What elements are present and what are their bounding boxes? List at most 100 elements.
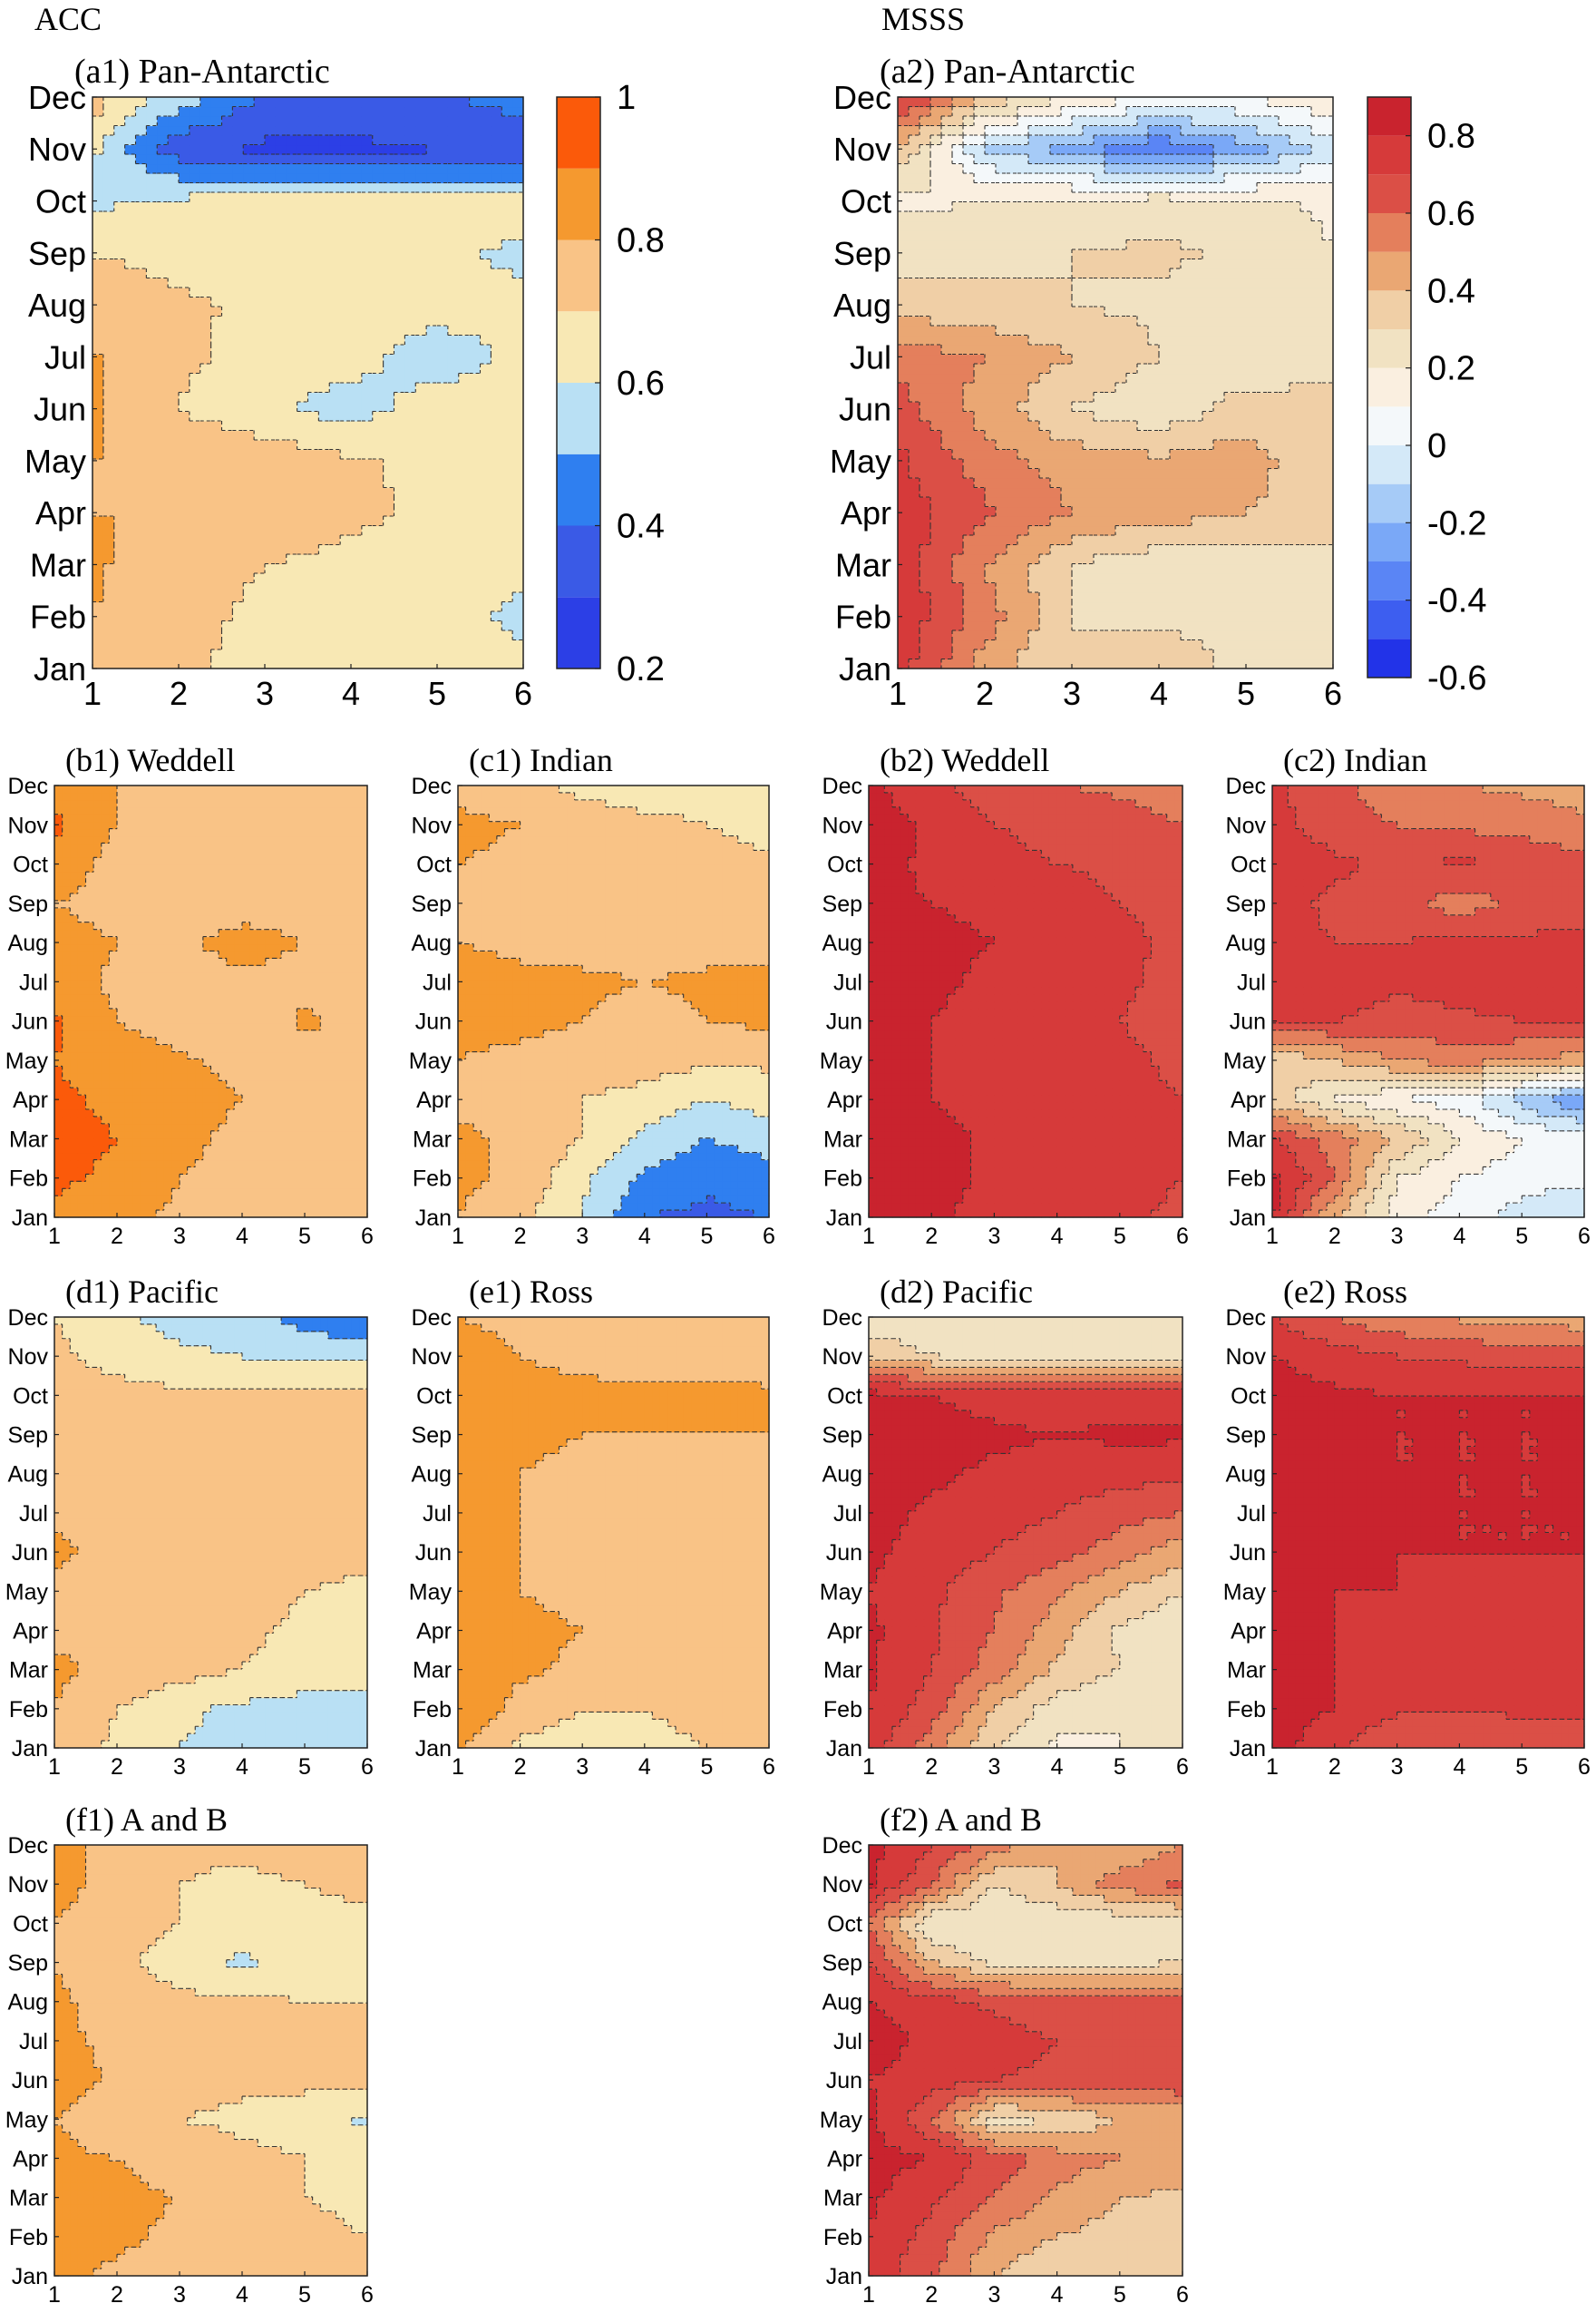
heatmap-cell [1072,354,1084,365]
heatmap-cell [437,649,449,660]
heatmap-cell [996,201,1007,212]
heatmap-cell [996,316,1007,327]
heatmap-cell [480,639,491,650]
heatmap-cell [243,192,255,203]
heatmap-cell [974,239,986,250]
heatmap-cell [1137,354,1149,365]
heatmap-cell [92,611,104,622]
heatmap-cell [1202,554,1214,565]
heatmap-cell [447,478,460,489]
heatmap-cell [372,259,384,269]
heatmap-cell [210,288,223,298]
heatmap-cell [469,516,482,527]
heatmap-cell [1289,297,1301,307]
heatmap-cell [1126,335,1138,346]
heatmap-cell [404,144,416,155]
heatmap-cell [1181,639,1192,650]
heatmap-cell [221,449,233,460]
heatmap-cell [469,383,482,394]
heatmap-cell [1039,307,1051,317]
heatmap-cell [221,201,233,212]
heatmap-cell [113,525,126,536]
heatmap-cell [340,487,352,498]
heatmap-cell [1213,163,1225,174]
heatmap-cell [394,125,405,136]
heatmap-cell [1094,525,1105,536]
heatmap-cell [1311,630,1323,641]
heatmap-cell [415,611,427,622]
heatmap-cell [210,487,223,498]
heatmap-cell [1017,364,1029,375]
heatmap-cell [102,182,115,193]
heatmap-cell [1246,163,1258,174]
heatmap-cell [1181,173,1192,184]
heatmap-cell [1213,563,1225,574]
heatmap-cell [1083,383,1095,394]
heatmap-cell [447,487,460,498]
heatmap-cell [1235,544,1247,555]
heatmap-cell [102,459,115,470]
heatmap-cell [189,392,201,403]
heatmap-cell [1039,364,1051,375]
heatmap-cell [437,106,449,117]
heatmap-cell [265,364,277,375]
heatmap-cell [1137,659,1149,669]
heatmap-cell [124,373,137,384]
heatmap-cell [491,516,502,527]
heatmap-cell [963,182,975,193]
heatmap-cell [200,173,212,184]
heatmap-cell [1083,506,1095,517]
heatmap-cell [974,649,986,660]
heatmap-cell [898,411,910,422]
heatmap-cell [469,440,482,451]
heatmap-cell [1115,478,1127,489]
heatmap-cell [426,106,438,117]
heatmap-cell [415,116,427,127]
heatmap-cell [318,373,330,384]
heatmap-cell [394,116,405,127]
heatmap-cell [210,135,223,146]
heatmap-cell [996,383,1007,394]
heatmap-cell [361,459,374,470]
heatmap-cell [297,106,309,117]
heatmap-cell [1159,659,1171,669]
heatmap-cell [232,630,244,641]
heatmap-cell [243,573,255,584]
heatmap-cell [102,573,115,584]
heatmap-cell [329,135,341,146]
heatmap-cell [179,516,190,527]
heatmap-cell [1017,430,1029,441]
heatmap-cell [1061,611,1073,622]
heatmap-cell [1072,345,1084,356]
heatmap-cell [447,364,460,375]
heatmap-cell [168,211,180,222]
heatmap-cell [1039,182,1051,193]
heatmap-cell [221,649,233,660]
heatmap-cell [1224,582,1236,593]
heatmap-cell [1246,364,1258,375]
heatmap-cell [210,440,223,451]
heatmap-cell [221,259,233,269]
heatmap-cell [1192,373,1203,384]
heatmap-cell [1246,478,1258,489]
heatmap-cell [512,182,524,193]
heatmap-cell [920,659,931,669]
heatmap-cell [383,182,395,193]
heatmap-cell [113,125,126,136]
heatmap-cell [383,487,395,498]
heatmap-cell [1050,639,1062,650]
heatmap-cell [318,307,330,317]
heatmap-cell [1192,440,1203,451]
heatmap-cell [189,116,201,127]
heatmap-cell [1279,345,1290,356]
heatmap-cell [1202,411,1214,422]
heatmap-cell [351,497,363,508]
heatmap-cell [512,335,524,346]
heatmap-cell [135,449,147,460]
heatmap-cell [501,601,513,612]
heatmap-cell [297,535,309,546]
heatmap-cell [512,201,524,212]
heatmap-cell [210,154,223,165]
heatmap-cell [469,659,482,669]
heatmap-cell [318,278,330,288]
